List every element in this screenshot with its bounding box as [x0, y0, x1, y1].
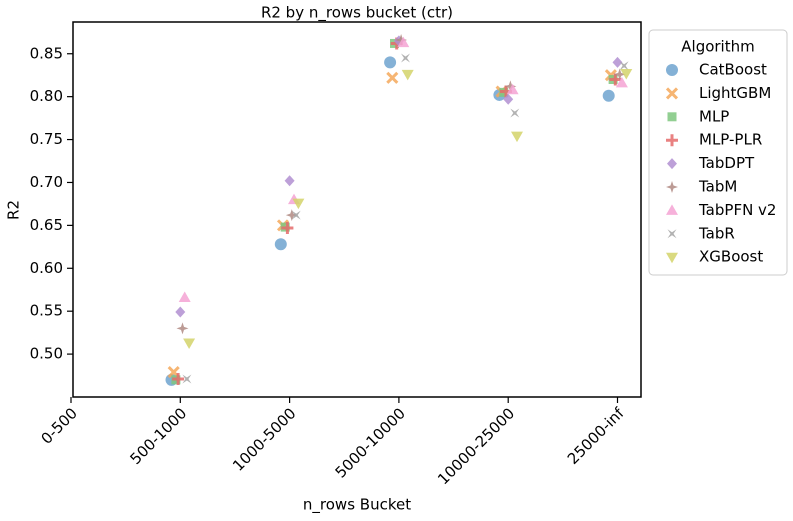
data-point [285, 209, 298, 222]
y-tick-label: 0.65 [30, 216, 63, 234]
data-point [384, 56, 397, 69]
data-point [397, 36, 410, 48]
legend-label: TabPFN v2 [698, 201, 776, 219]
data-point [615, 76, 628, 88]
x-axis-label: n_rows Bucket [303, 496, 411, 515]
legend-title: Algorithm [681, 38, 754, 56]
y-tick-label: 0.80 [30, 87, 63, 105]
legend-marker [667, 112, 677, 122]
y-tick-label: 0.50 [30, 345, 63, 363]
legend-marker [666, 252, 678, 264]
data-point [182, 374, 192, 384]
data-point [602, 89, 615, 102]
legend-label: LightGBM [699, 84, 771, 102]
data-point [620, 68, 633, 80]
data-point [178, 291, 191, 302]
legend-label: MLP [699, 107, 729, 125]
data-point [511, 131, 523, 143]
legend-box [648, 29, 788, 276]
legend-marker [667, 229, 677, 239]
data-point [613, 68, 626, 81]
legend-marker [666, 204, 678, 215]
legend-label: TabM [698, 178, 737, 196]
x-tick-label: 0-500 [37, 404, 81, 448]
legend-label: TabR [698, 224, 735, 242]
x-tick-label: 10000-25000 [434, 404, 518, 488]
data-point [510, 108, 520, 118]
y-tick-label: 0.60 [30, 259, 63, 277]
x-tick-label: 500-1000 [127, 404, 191, 468]
data-point [386, 71, 399, 84]
legend-marker [666, 64, 678, 76]
data-point [401, 69, 414, 81]
x-tick-label: 5000-10000 [332, 404, 409, 481]
data-point [183, 338, 196, 349]
data-point [172, 372, 185, 385]
y-axis-label: R2 [5, 200, 23, 220]
data-point [292, 198, 305, 210]
y-tick-label: 0.70 [30, 173, 63, 191]
legend-marker [665, 87, 679, 100]
legend-label: CatBoost [699, 61, 767, 79]
x-tick-label: 1000-5000 [229, 404, 300, 475]
x-tick-label: 25000-inf [564, 404, 628, 468]
data-point [176, 322, 189, 335]
data-point [612, 56, 623, 68]
legend-marker [666, 134, 678, 147]
plot-frame [72, 21, 642, 398]
data-point [284, 175, 295, 187]
data-point [274, 238, 287, 251]
legend-label: MLP-PLR [699, 131, 762, 149]
data-point [506, 83, 519, 95]
legend-label: XGBoost [699, 248, 763, 266]
data-point [401, 53, 410, 63]
chart-title: R2 by n_rows bucket (ctr) [261, 4, 453, 23]
y-tick-label: 0.75 [30, 130, 63, 148]
data-point [504, 80, 517, 93]
y-tick-label: 0.55 [30, 302, 63, 320]
data-point [619, 61, 629, 71]
data-point [291, 210, 301, 220]
y-tick-label: 0.85 [30, 44, 63, 62]
data-point [503, 93, 514, 105]
data-point [175, 306, 186, 318]
legend-marker [667, 158, 677, 170]
data-point [609, 73, 622, 86]
data-point [281, 221, 294, 234]
legend-label: TabDPT [698, 154, 755, 172]
data-point [395, 34, 408, 47]
legend-marker [666, 181, 678, 193]
